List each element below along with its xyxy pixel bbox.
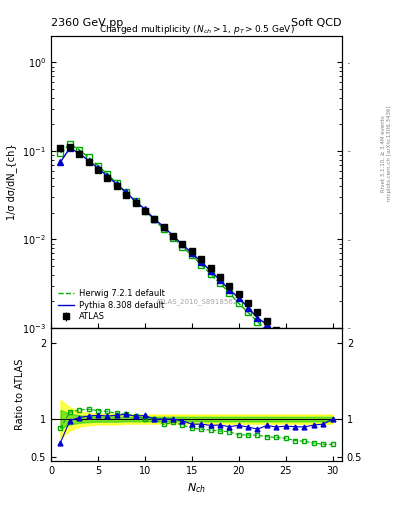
Herwig 7.2.1 default: [189, 252, 194, 259]
Pythia 8.308 default: [330, 380, 335, 386]
Herwig 7.2.1 default: [274, 337, 279, 344]
Pythia 8.308 default: [124, 189, 129, 196]
Pythia 8.308 default: [58, 159, 63, 165]
Herwig 7.2.1 default: [236, 300, 241, 306]
Herwig 7.2.1 default: [133, 198, 138, 204]
Herwig 7.2.1 default: [143, 208, 147, 214]
Pythia 8.308 default: [227, 287, 232, 293]
Pythia 8.308 default: [133, 198, 138, 204]
Pythia 8.308 default: [199, 259, 204, 265]
Herwig 7.2.1 default: [264, 328, 269, 334]
Pythia 8.308 default: [180, 241, 185, 247]
Line: Pythia 8.308 default: Pythia 8.308 default: [61, 148, 332, 383]
Pythia 8.308 default: [236, 294, 241, 301]
Herwig 7.2.1 default: [293, 357, 298, 364]
Pythia 8.308 default: [95, 165, 100, 171]
Line: Herwig 7.2.1 default: Herwig 7.2.1 default: [61, 144, 332, 398]
Pythia 8.308 default: [77, 151, 82, 157]
Pythia 8.308 default: [86, 158, 91, 164]
Herwig 7.2.1 default: [208, 271, 213, 277]
Herwig 7.2.1 default: [255, 318, 260, 325]
Pythia 8.308 default: [246, 305, 250, 311]
Herwig 7.2.1 default: [124, 189, 129, 196]
Pythia 8.308 default: [208, 268, 213, 274]
Pythia 8.308 default: [302, 357, 307, 364]
Herwig 7.2.1 default: [152, 216, 157, 222]
Pythia 8.308 default: [255, 315, 260, 321]
Pythia 8.308 default: [68, 145, 72, 151]
Pythia 8.308 default: [161, 224, 166, 230]
Herwig 7.2.1 default: [227, 290, 232, 296]
Legend: Herwig 7.2.1 default, Pythia 8.308 default, ATLAS: Herwig 7.2.1 default, Pythia 8.308 defau…: [55, 287, 167, 324]
Herwig 7.2.1 default: [95, 163, 100, 169]
Herwig 7.2.1 default: [311, 377, 316, 383]
Herwig 7.2.1 default: [321, 387, 325, 393]
Herwig 7.2.1 default: [68, 141, 72, 147]
Pythia 8.308 default: [152, 216, 157, 222]
Herwig 7.2.1 default: [58, 150, 63, 156]
Text: Soft QCD: Soft QCD: [292, 18, 342, 28]
Herwig 7.2.1 default: [199, 262, 204, 268]
Herwig 7.2.1 default: [114, 180, 119, 186]
Pythia 8.308 default: [105, 173, 110, 179]
Text: Rivet 3.1.10, ≥ 3.4M events: Rivet 3.1.10, ≥ 3.4M events: [381, 115, 386, 192]
Pythia 8.308 default: [114, 181, 119, 187]
Text: ATLAS_2010_S8918562: ATLAS_2010_S8918562: [156, 298, 237, 305]
Herwig 7.2.1 default: [283, 347, 288, 353]
Herwig 7.2.1 default: [171, 234, 175, 241]
Pythia 8.308 default: [321, 374, 325, 380]
Pythia 8.308 default: [171, 233, 175, 239]
Pythia 8.308 default: [293, 349, 298, 355]
Herwig 7.2.1 default: [161, 226, 166, 232]
Pythia 8.308 default: [143, 206, 147, 212]
Pythia 8.308 default: [218, 277, 222, 283]
Herwig 7.2.1 default: [330, 395, 335, 401]
Text: mcplots.cern.ch [arXiv:1306.3436]: mcplots.cern.ch [arXiv:1306.3436]: [387, 106, 391, 201]
Title: Charged multiplicity ($N_{ch} > 1$, $p_T > 0.5$ GeV): Charged multiplicity ($N_{ch} > 1$, $p_T…: [99, 23, 294, 36]
Y-axis label: 1/σ dσ/dN_{ch}: 1/σ dσ/dN_{ch}: [6, 143, 17, 220]
Y-axis label: Ratio to ATLAS: Ratio to ATLAS: [15, 359, 25, 430]
Herwig 7.2.1 default: [86, 154, 91, 160]
Pythia 8.308 default: [274, 331, 279, 337]
Herwig 7.2.1 default: [77, 147, 82, 153]
Pythia 8.308 default: [311, 365, 316, 371]
Pythia 8.308 default: [264, 321, 269, 327]
Herwig 7.2.1 default: [302, 367, 307, 373]
Herwig 7.2.1 default: [105, 171, 110, 177]
Text: 2360 GeV pp: 2360 GeV pp: [51, 18, 123, 28]
Pythia 8.308 default: [283, 340, 288, 346]
Herwig 7.2.1 default: [218, 280, 222, 286]
Herwig 7.2.1 default: [180, 244, 185, 250]
Pythia 8.308 default: [189, 250, 194, 257]
X-axis label: $N_{ch}$: $N_{ch}$: [187, 481, 206, 495]
Herwig 7.2.1 default: [246, 309, 250, 315]
